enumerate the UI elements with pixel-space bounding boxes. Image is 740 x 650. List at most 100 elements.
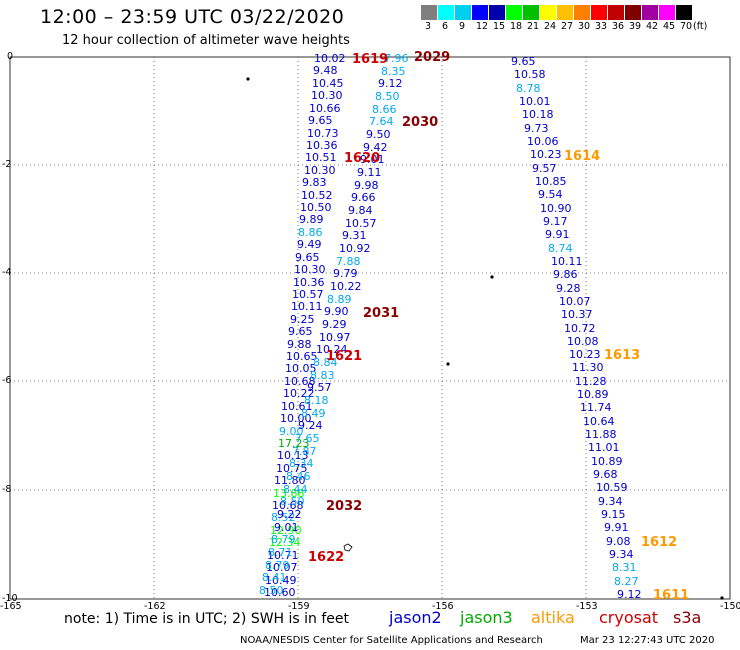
wave-height-value: 10.57	[292, 288, 324, 301]
color-legend-labels: 3 6 9 12 15 18 21 24 27 30 33 36 39 42 45 70 (ft)	[421, 21, 740, 35]
wave-height-value: 9.65	[288, 325, 313, 338]
legend-label: 30	[578, 21, 591, 32]
legend-swatch	[455, 5, 472, 20]
wave-height-value: 10.89	[591, 455, 623, 468]
pass-label: 1612	[641, 535, 678, 550]
wave-height-value: 11.74	[580, 401, 612, 414]
wave-height-value: 10.65	[286, 350, 318, 363]
wave-height-value: 10.61	[281, 400, 313, 413]
legend-label: 6	[442, 21, 449, 32]
wave-height-value: 11.80	[274, 474, 306, 487]
island-dot	[490, 275, 494, 279]
wave-height-value: 10.23	[530, 148, 562, 161]
legend-label: 12	[476, 21, 489, 32]
wave-height-value: 9.22	[277, 508, 302, 521]
pass-label: 2032	[326, 499, 363, 514]
wave-height-value: 9.57	[307, 381, 332, 394]
footer-credit: NOAA/NESDIS Center for Satellite Applica…	[240, 635, 543, 646]
legend-swatch	[574, 5, 591, 20]
pass-label: 1619	[352, 52, 389, 67]
wave-height-value: 9.83	[302, 176, 327, 189]
wave-height-value: 8.34	[289, 457, 314, 470]
wave-height-value: 9.25	[290, 313, 315, 326]
wave-height-value: 10.30	[294, 263, 326, 276]
wave-height-value: 9.57	[532, 162, 557, 175]
wave-height-value: 10.97	[319, 331, 351, 344]
wave-height-value: 8.71	[268, 546, 293, 559]
wave-height-value: 8.18	[304, 394, 329, 407]
legend-label: 36	[612, 21, 625, 32]
axis-tick-label: -165	[0, 601, 22, 612]
wave-height-value: 10.37	[561, 308, 593, 321]
wave-height-value: 9.24	[298, 419, 323, 432]
wave-height-value: 9.11	[357, 166, 382, 179]
legend-swatch	[608, 5, 625, 20]
wave-height-value: 9.17	[543, 215, 568, 228]
pass-label: 1611	[653, 588, 690, 603]
footer-note: note: 1) Time is in UTC; 2) SWH is in fe…	[64, 611, 350, 627]
wave-height-value: 9.98	[354, 179, 379, 192]
pass-label: 1613	[604, 348, 641, 363]
legend-unit: (ft)	[693, 21, 708, 32]
island-outline	[343, 543, 353, 552]
wave-height-value: 10.24	[316, 343, 348, 356]
wave-height-value: 9.68	[593, 468, 618, 481]
wave-height-value: 10.68	[272, 499, 304, 512]
wave-height-value: 12.34	[269, 536, 301, 549]
wave-height-value: 9.50	[366, 128, 391, 141]
wave-height-value: 9.73	[524, 122, 549, 135]
legend-label: 42	[646, 21, 659, 32]
wave-height-value: 11.88	[585, 428, 617, 441]
wave-height-value: 7.88	[336, 255, 361, 268]
sat-cryosat: cryosat	[599, 608, 659, 627]
wave-height-value: 9.28	[556, 282, 581, 295]
wave-height-value: 10.36	[293, 276, 325, 289]
pass-label: 1622	[308, 550, 345, 565]
wave-height-value: 9.15	[601, 508, 626, 521]
map-frame	[9, 56, 731, 600]
wave-height-value: 8.66	[372, 103, 397, 116]
axis-tick-label: -8	[2, 484, 12, 495]
wave-height-value: 10.51	[305, 151, 337, 164]
color-legend	[421, 5, 693, 20]
wave-height-value: 10.66	[309, 102, 341, 115]
sat-jason3: jason3	[460, 608, 513, 627]
axis-tick-label: -162	[144, 601, 166, 612]
wave-height-value: 10.57	[345, 217, 377, 230]
wave-height-value: 10.49	[265, 574, 297, 587]
wave-height-value: 8.89	[327, 293, 352, 306]
wave-height-value: 8.35	[381, 65, 406, 78]
wave-height-value: 10.45	[312, 77, 344, 90]
wave-height-value: 9.12	[617, 588, 642, 601]
wave-height-value: 10.08	[567, 335, 599, 348]
wave-height-value: 11.01	[588, 441, 620, 454]
wave-height-value: 10.73	[307, 127, 339, 140]
wave-height-value: 7.87	[292, 445, 317, 458]
wave-height-value: 10.68	[284, 375, 316, 388]
legend-swatch	[659, 5, 676, 20]
pass-label: 2031	[363, 306, 400, 321]
wave-height-value: 10.06	[527, 135, 559, 148]
legend-swatch	[591, 5, 608, 20]
wave-height-value: 10.85	[535, 175, 567, 188]
wave-height-value: 9.49	[297, 238, 322, 251]
wave-height-value: 11.30	[572, 361, 604, 374]
wave-height-value: 10.30	[304, 164, 336, 177]
wave-height-value: 10.13	[277, 449, 309, 462]
wave-height-value: 8.52	[271, 511, 296, 524]
wave-height-value: 10.22	[283, 387, 315, 400]
wave-height-value: 12.90	[270, 524, 302, 537]
wave-height-value: 10.50	[300, 201, 332, 214]
legend-swatch	[472, 5, 489, 20]
wave-height-value: 9.08	[606, 535, 631, 548]
wave-height-value: 9.91	[545, 228, 570, 241]
wave-height-value: 10.72	[564, 322, 596, 335]
wave-height-value: 9.00	[279, 425, 304, 438]
wave-height-value: 10.89	[577, 388, 609, 401]
wave-height-value: 8.78	[516, 82, 541, 95]
wave-height-value: 8.46	[286, 470, 311, 483]
page-title: 12:00 – 23:59 UTC 03/22/2020	[40, 6, 345, 28]
wave-height-value: 8.50	[280, 495, 305, 508]
wave-height-value: 8.31	[612, 561, 637, 574]
